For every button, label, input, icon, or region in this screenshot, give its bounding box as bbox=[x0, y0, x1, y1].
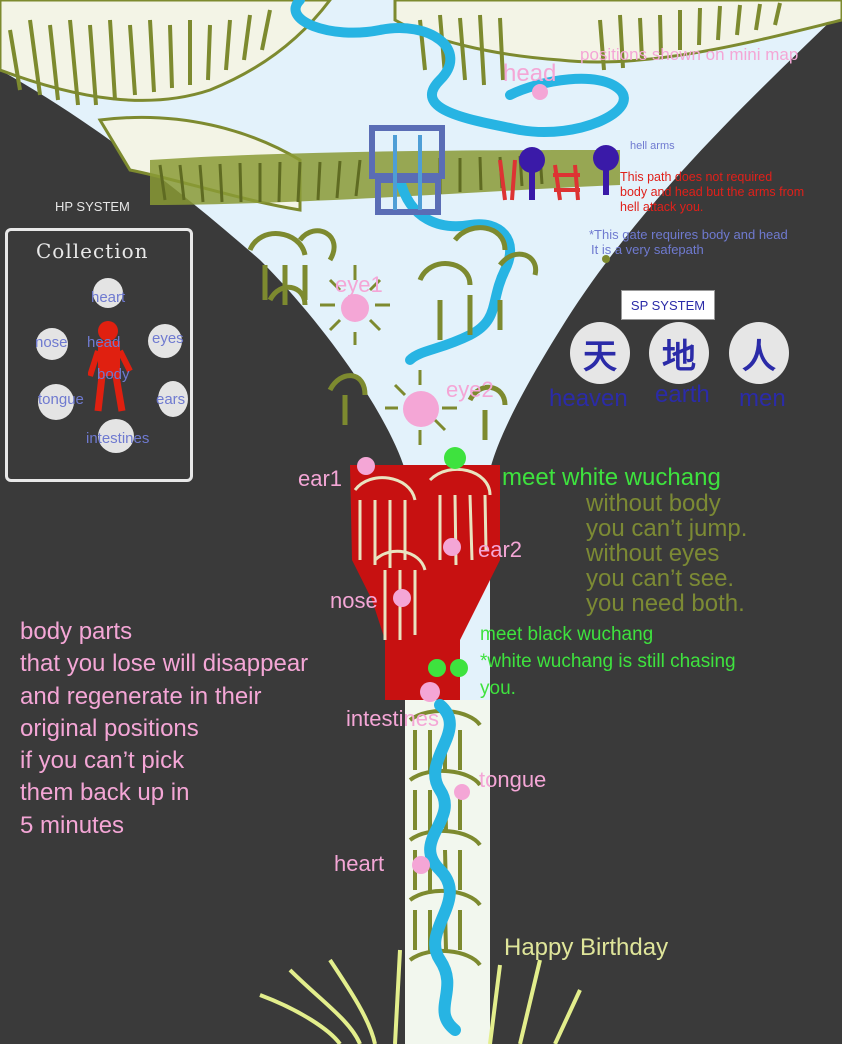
black-note-2: you. bbox=[480, 678, 516, 699]
white-rule-5: you need both. bbox=[586, 590, 745, 617]
collection-head-label: head bbox=[87, 334, 121, 351]
tongue-position-label: tongue bbox=[479, 767, 547, 792]
arms-path-note-2: body and head but the arms from bbox=[620, 185, 805, 199]
body-figure-icon bbox=[88, 321, 133, 412]
sp-system-title: SP SYSTEM bbox=[621, 290, 715, 320]
earth-label: earth bbox=[655, 381, 710, 408]
collection-eyes-label: eyes bbox=[152, 330, 184, 347]
heart-slot bbox=[93, 278, 123, 308]
collection-tongue-label: tongue bbox=[38, 391, 84, 408]
rules-line: body parts bbox=[20, 618, 133, 645]
collection-body-label: body bbox=[97, 366, 130, 383]
heart-position-label: heart bbox=[334, 851, 385, 876]
rules-line: them back up in bbox=[20, 779, 190, 807]
hell-arms-label: hell arms bbox=[630, 140, 675, 152]
white-rule-1: without body bbox=[586, 490, 721, 517]
river bbox=[290, 0, 629, 365]
green-spirit-white-wuchang bbox=[444, 447, 466, 469]
gate-structure bbox=[369, 125, 445, 215]
pink-markers bbox=[341, 84, 548, 874]
rules-line: 5 minutes bbox=[20, 811, 125, 839]
men-label: men bbox=[739, 385, 786, 412]
rules-line: original positions bbox=[20, 714, 199, 742]
collection-title: Collection bbox=[36, 239, 149, 263]
blood-figures bbox=[353, 467, 492, 640]
white-rule-2: you can’t jump. bbox=[586, 515, 748, 542]
heaven-char-icon: 天 bbox=[570, 322, 630, 384]
white-rule-3: without eyes bbox=[586, 540, 720, 567]
tongue-slot bbox=[38, 384, 74, 420]
black-note-1: *white wuchang is still chasing bbox=[480, 651, 736, 672]
collection-panel: Collection heart nose head eyes body ton… bbox=[5, 228, 193, 482]
eyes-slot bbox=[148, 324, 182, 358]
eye2-position-label: eye2 bbox=[446, 377, 494, 402]
trees bbox=[247, 225, 539, 440]
lower-river bbox=[424, 699, 461, 1036]
happy-birthday-text: Happy Birthday bbox=[504, 934, 669, 961]
gate-note-2: It is a very safepath bbox=[591, 242, 704, 257]
nose-position-label: nose bbox=[330, 588, 378, 613]
hp-system-title: HP SYSTEM bbox=[55, 199, 130, 214]
rules-line: that you lose will disappear bbox=[20, 650, 309, 678]
intestines-position-label: intestines bbox=[346, 706, 439, 731]
body-parts-rules: body parts that you lose will disappear … bbox=[20, 616, 308, 842]
blood-zone bbox=[350, 465, 500, 700]
rules-line: if you can’t pick bbox=[20, 747, 185, 775]
eye1-position-label: eye1 bbox=[335, 272, 383, 297]
minimap-note: positions shown on mini map bbox=[580, 45, 799, 64]
white-wuchang-event: meet white wuchang bbox=[502, 464, 721, 491]
collection-nose-label: nose bbox=[35, 334, 68, 351]
green-eye-left bbox=[428, 659, 446, 677]
green-eye-right bbox=[450, 659, 468, 677]
ear1-position-label: ear1 bbox=[298, 466, 343, 491]
bottom-rays bbox=[259, 949, 582, 1044]
ear2-position-label: ear2 bbox=[478, 537, 523, 562]
hell-arms bbox=[498, 145, 619, 201]
gate-note-1: *This gate requires body and head bbox=[589, 227, 788, 242]
collection-intestines-label: intestines bbox=[86, 430, 150, 447]
earth-char-icon: 地 bbox=[649, 322, 709, 384]
heaven-label: heaven bbox=[549, 385, 628, 412]
rules-line: and regenerate in their bbox=[20, 682, 262, 710]
head-position-label: head bbox=[503, 60, 557, 87]
arms-path-note-1: This path does not required bbox=[620, 170, 773, 184]
intestines-slot bbox=[98, 419, 134, 453]
arms-path-note-3: hell attack you. bbox=[620, 200, 704, 214]
sparkle-marks bbox=[320, 265, 457, 445]
ears-slot bbox=[158, 381, 188, 417]
men-char-icon: 人 bbox=[729, 322, 789, 384]
path-end-dot bbox=[602, 255, 610, 263]
collection-ears-label: ears bbox=[156, 391, 186, 408]
nose-slot bbox=[36, 328, 68, 360]
white-rule-4: you can’t see. bbox=[586, 565, 735, 592]
black-wuchang-event: meet black wuchang bbox=[480, 624, 654, 645]
collection-heart-label: heart bbox=[91, 289, 126, 306]
